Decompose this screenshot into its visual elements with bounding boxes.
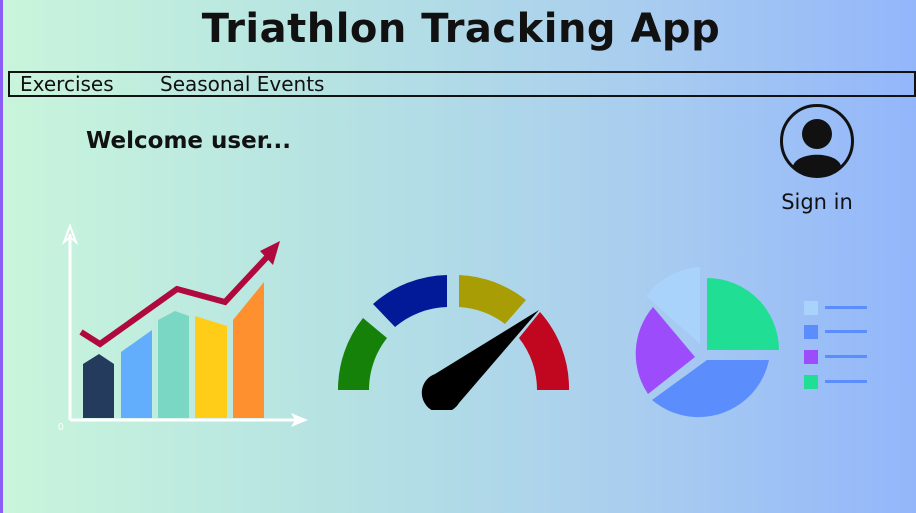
nav-item-seasonal-events[interactable]: Seasonal Events — [160, 72, 325, 96]
welcome-message: Welcome user... — [86, 128, 291, 154]
gauge-segment-3 — [459, 275, 526, 324]
pie-legend — [804, 301, 867, 389]
gauge-segment-1 — [337, 318, 387, 390]
gauge-segments — [337, 275, 570, 390]
legend-swatch-3 — [804, 350, 818, 364]
pie-slice-2 — [707, 278, 779, 350]
sign-in-label: Sign in — [781, 190, 853, 214]
page-title: Triathlon Tracking App — [201, 6, 721, 52]
chart-bars — [83, 282, 264, 418]
chart-bar-3 — [158, 311, 189, 418]
chart-origin-label: 0 — [58, 422, 64, 433]
pie-slice-3 — [652, 360, 769, 418]
pie-slice-1 — [646, 267, 700, 344]
chart-bar-1 — [83, 354, 114, 418]
gauge-segment-2 — [373, 275, 447, 327]
chart-bar-5 — [233, 282, 264, 418]
legend-line-2 — [825, 330, 867, 333]
chart-axes — [61, 223, 308, 427]
nav-item-exercises[interactable]: Exercises — [20, 72, 114, 96]
legend-swatch-2 — [804, 325, 818, 339]
pie-chart-legend-icon — [635, 267, 867, 418]
gauge-needle — [421, 310, 539, 410]
chart-bar-4 — [195, 316, 227, 418]
sign-in-button[interactable]: Sign in — [775, 103, 859, 214]
legend-line-1 — [825, 306, 867, 309]
growth-bar-chart-icon: 0 — [58, 223, 308, 433]
legend-line-4 — [825, 380, 867, 383]
pie-slices — [635, 267, 779, 418]
pie-slice-4 — [635, 307, 695, 394]
chart-trend-line — [79, 253, 271, 348]
legend-line-3 — [825, 355, 867, 358]
legend-swatch-1 — [804, 301, 818, 315]
gauge-segment-4 — [519, 312, 570, 390]
nav-bar: Exercises Seasonal Events — [8, 71, 916, 97]
chart-bar-2 — [121, 330, 152, 418]
user-avatar-icon — [780, 104, 854, 178]
legend-swatch-4 — [804, 375, 818, 389]
chart-trend-arrowhead — [260, 241, 280, 265]
speedometer-gauge-icon — [337, 275, 570, 410]
